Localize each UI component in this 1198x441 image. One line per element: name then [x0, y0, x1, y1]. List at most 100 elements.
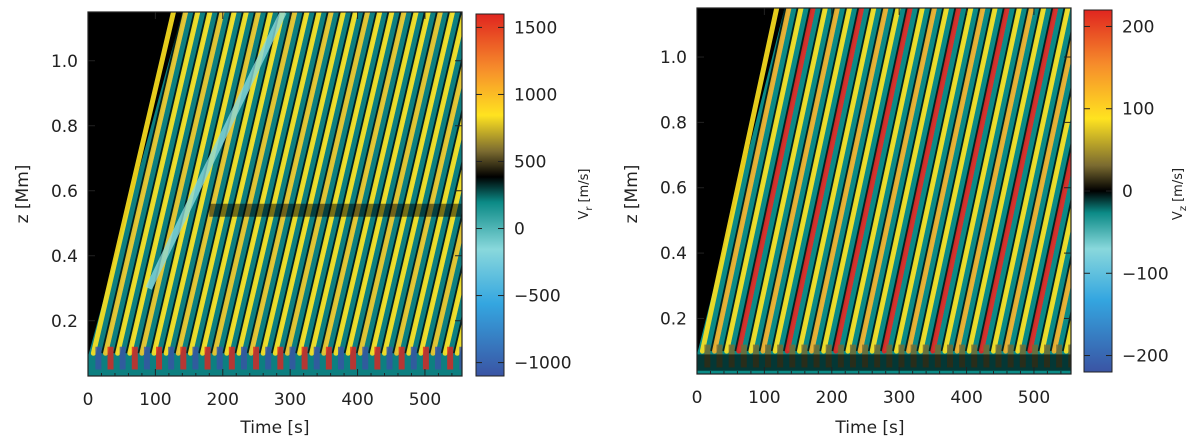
x-tick-label: 100: [748, 388, 780, 408]
wave-node: [246, 12, 330, 354]
wave-node: [989, 8, 1066, 352]
wave-node: [355, 12, 439, 354]
wave-crest: [115, 12, 201, 356]
bottom-oscillation: [253, 346, 260, 370]
wave-crest: [418, 167, 462, 356]
dark-band: [697, 354, 1071, 371]
bottom-oscillation: [107, 346, 114, 370]
plot-frame-left: [87, 11, 463, 377]
wave-crest: [127, 12, 213, 356]
bottom-oscillation: [374, 346, 381, 370]
wave-node: [137, 12, 221, 354]
wave-crest: [272, 12, 358, 356]
wave-node: [380, 12, 462, 354]
colorbar-tick-label: 1000: [514, 85, 557, 105]
colorbar-tick-label: −500: [514, 287, 561, 307]
wave-node: [807, 8, 885, 352]
bottom-oscillation: [180, 346, 187, 370]
bottom-oscillation: [265, 346, 272, 370]
dark-band: [209, 203, 462, 217]
wave-node: [343, 12, 427, 354]
colorbar-tick-label: 0: [1122, 182, 1133, 202]
wave-crest: [845, 8, 925, 354]
x-tick-label: 400: [341, 390, 373, 410]
wave-crest: [809, 8, 889, 354]
colorbar-tick-label: −1000: [514, 354, 572, 374]
wave-node: [831, 8, 909, 352]
wave-node: [795, 8, 872, 352]
wave-node: [916, 8, 994, 352]
colorbar-tick-label: −200: [1122, 347, 1169, 367]
wave-crest: [736, 8, 816, 354]
wave-crest: [357, 12, 443, 356]
wave-node: [307, 12, 390, 354]
y-tick-label: 0.8: [51, 117, 78, 137]
x-tick-label: 0: [83, 390, 94, 410]
wave-node: [113, 12, 196, 354]
x-tick-label: 300: [883, 388, 915, 408]
bottom-oscillation: [216, 346, 223, 370]
bottom-oscillation: [422, 346, 429, 370]
wave-crest: [321, 12, 407, 356]
wave-crest: [224, 12, 310, 356]
wave-crest: [918, 8, 998, 354]
wave-crest: [90, 12, 176, 356]
wave-crest: [699, 8, 780, 354]
x-tick-label: 200: [207, 390, 239, 410]
wave-node: [331, 12, 415, 354]
bottom-oscillation: [192, 346, 199, 370]
x-axis-right: 0 100 200 300 400 500: [692, 8, 1062, 408]
colorbar-left: −1000 −500 0 500 1000 1500 Vr[m/s]: [475, 13, 595, 377]
wave-crest: [369, 12, 455, 356]
wave-crest: [406, 115, 462, 356]
wave-node: [977, 8, 1054, 352]
colorbar-tick-label: 1500: [514, 18, 557, 38]
wave-crest: [139, 12, 225, 356]
wave-crest: [796, 8, 877, 354]
wave-crest: [833, 8, 913, 354]
bottom-oscillation: [313, 346, 320, 370]
wave-crest: [394, 63, 462, 356]
x-tick-label: 500: [409, 390, 441, 410]
wave-node: [149, 12, 233, 354]
wave-crest: [942, 8, 1022, 354]
wave-node: [746, 8, 824, 352]
wave-crest: [200, 12, 286, 356]
wave-crest: [881, 8, 962, 354]
wave-crest: [309, 12, 395, 356]
wave-crest: [103, 12, 189, 356]
wave-crest: [966, 8, 1047, 354]
wave-crest: [724, 8, 804, 354]
panel-left: 0 100 200 300 400 500 0.2 0.4 0.6 0.8 1.0 Time [s…: [13, 11, 595, 438]
x-tick-label: 500: [1018, 388, 1050, 408]
wave-crest: [930, 8, 1010, 354]
y-axis-label-right: z [Mm]: [622, 165, 642, 224]
bottom-oscillation: [398, 346, 405, 370]
bottom-oscillation: [204, 346, 211, 370]
wave-node: [770, 8, 848, 352]
wave-crest: [382, 12, 462, 356]
wave-node: [710, 8, 787, 352]
wave-crest: [1015, 93, 1071, 354]
wave-crest: [821, 8, 901, 354]
heatmap-right: [697, 8, 1071, 374]
bottom-oscillation: [228, 346, 235, 370]
y-tick-label: 0.2: [51, 312, 78, 332]
heatmap-left: [88, 12, 462, 376]
wave-node: [125, 12, 208, 354]
wave-crest: [333, 12, 419, 356]
wave-node: [1001, 29, 1071, 352]
wave-node: [440, 262, 462, 354]
bottom-oscillation: [362, 346, 369, 370]
wave-node: [101, 12, 184, 354]
wave-crest: [1027, 149, 1071, 354]
bottom-oscillation: [168, 346, 175, 370]
bottom-oscillation: [410, 346, 417, 370]
wave-crest: [151, 12, 237, 356]
bottom-oscillation: [240, 346, 247, 370]
y-tick-label: 1.0: [51, 52, 78, 72]
wave-node: [428, 211, 462, 354]
bottom-oscillation: [447, 346, 454, 370]
wave-node: [319, 12, 403, 354]
